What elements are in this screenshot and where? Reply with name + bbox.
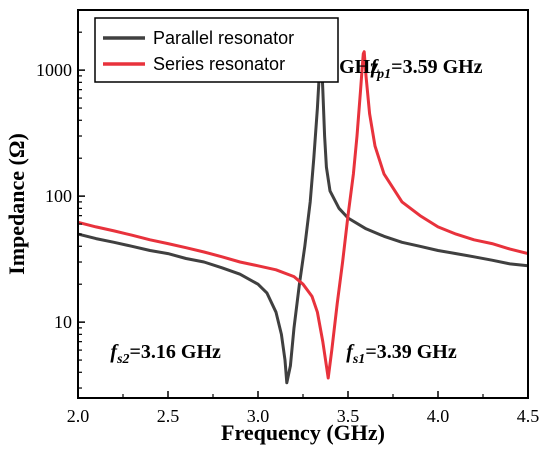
series-line-0 xyxy=(77,46,529,385)
y-tick-label: 1000 xyxy=(36,60,72,80)
legend: Parallel resonator Series resonator xyxy=(94,17,339,83)
x-tick-label: 2.5 xyxy=(157,406,180,426)
series-line-1 xyxy=(77,50,529,380)
legend-label-1: Series resonator xyxy=(153,54,285,74)
legend-box xyxy=(94,17,339,83)
x-tick-label: 3.0 xyxy=(247,406,270,426)
legend-label-0: Parallel resonator xyxy=(153,28,294,48)
x-axis-title: Frequency (GHz) xyxy=(221,420,385,445)
ticks-layer: 2.0 2.5 3.0 3.5 4.0 4.5 10 100 1000 xyxy=(36,9,540,426)
x-tick-label: 4.0 xyxy=(427,406,450,426)
y-tick-label: 100 xyxy=(45,186,72,206)
y-axis-title: Impedance (Ω) xyxy=(4,133,29,275)
x-tick-label: 3.5 xyxy=(337,406,360,426)
x-tick-label: 2.0 xyxy=(67,406,90,426)
series-layer xyxy=(77,46,529,385)
annotation-s2: fs2=3.16 GHz xyxy=(110,341,221,367)
annotation-p1: fp1=3.59 GHz xyxy=(371,56,483,82)
y-tick-label: 10 xyxy=(54,312,72,332)
x-tick-label: 4.5 xyxy=(517,406,540,426)
annotation-s1: fs1=3.39 GHz xyxy=(346,341,457,367)
